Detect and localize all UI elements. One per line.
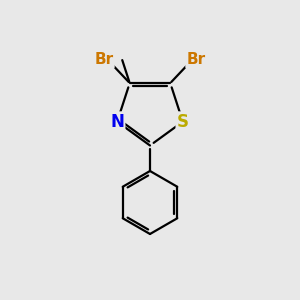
Text: Br: Br — [94, 52, 113, 67]
Text: Br: Br — [187, 52, 206, 67]
Text: N: N — [110, 113, 124, 131]
Text: S: S — [177, 113, 189, 131]
